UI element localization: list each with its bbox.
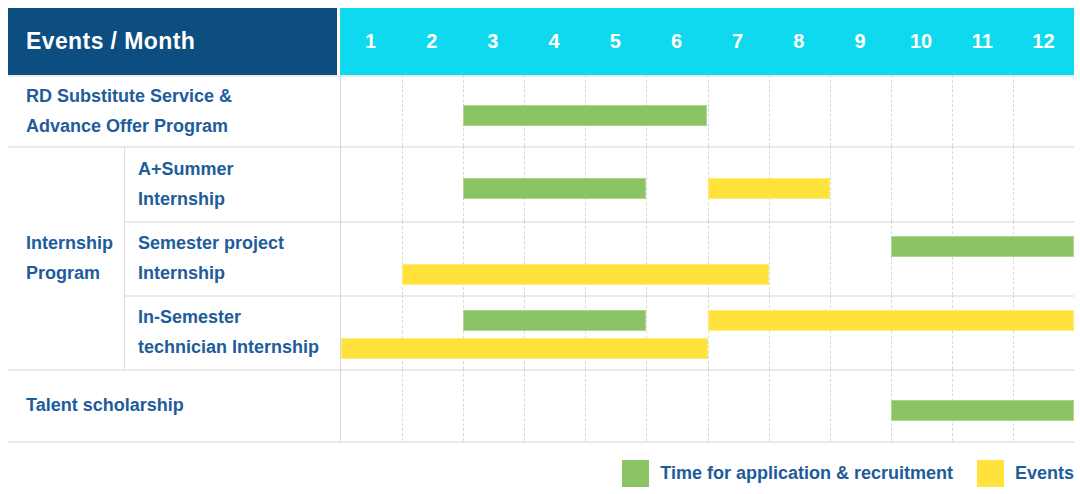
row-label-line: Semester project [138,228,332,258]
row-label-line: In-Semester [138,302,332,332]
month-gridline [708,75,709,146]
gantt-schedule-chart: Events / Month 123456789101112 RD Substi… [0,0,1080,494]
month-grid [340,221,1074,295]
month-header-cell: 5 [585,8,646,75]
month-gridline [952,221,953,295]
row-label-line: A+Summer [138,154,332,184]
month-header-cell: 9 [829,8,890,75]
month-gridline [708,369,709,441]
month-gridline [769,369,770,441]
recruitment-period-bar [463,310,646,331]
month-gridline [830,369,831,441]
month-header-cell: 2 [401,8,462,75]
legend-label: Events [1015,463,1074,484]
month-gridline [769,295,770,369]
legend-label: Time for application & recruitment [660,463,953,484]
month-gridline [830,295,831,369]
month-grid [340,295,1074,369]
group-label: InternshipProgram [8,146,125,369]
row-label-line: Advance Offer Program [26,111,332,141]
month-gridline [463,369,464,441]
month-gridline [830,146,831,221]
month-header-cell: 1 [340,8,401,75]
month-gridline [952,295,953,369]
month-grid [340,369,1074,441]
month-gridline [952,146,953,221]
group-label-line: Program [26,258,124,288]
month-gridline [646,369,647,441]
row-label-line: Internship [138,258,332,288]
month-gridline [830,75,831,146]
legend-swatch-green [622,460,649,487]
legend-item: Events [977,460,1074,487]
month-gridline [1013,221,1014,295]
table-header-row: Events / Month 123456789101112 [8,8,1074,75]
month-gridline [891,221,892,295]
month-gridline [402,75,403,146]
month-gridline [646,146,647,221]
month-gridline [402,146,403,221]
month-gridline [891,295,892,369]
month-gridline [891,75,892,146]
schedule-row: A+SummerInternship [8,146,1074,221]
month-header-cell: 12 [1013,8,1074,75]
month-header-cell: 8 [768,8,829,75]
month-gridline [1013,295,1014,369]
month-header-cell: 10 [891,8,952,75]
row-label-line: Internship [138,184,332,214]
schedule-row: RD Substitute Service &Advance Offer Pro… [8,75,1074,146]
schedule-table: Events / Month 123456789101112 RD Substi… [8,8,1074,443]
table-body: RD Substitute Service &Advance Offer Pro… [8,75,1074,443]
recruitment-period-bar [463,105,707,126]
row-label: RD Substitute Service &Advance Offer Pro… [8,75,340,146]
month-header-cell: 11 [952,8,1013,75]
month-header-cell: 4 [524,8,585,75]
legend: Time for application & recruitment Events [598,460,1074,487]
legend-swatch-yellow [977,460,1004,487]
schedule-row: In-Semestertechnician Internship [8,295,1074,369]
month-header: 123456789101112 [340,8,1074,75]
event-period-bar [341,338,708,359]
schedule-row: Semester projectInternship [8,221,1074,295]
month-gridline [952,75,953,146]
row-label: Semester projectInternship [125,221,340,295]
month-gridline [769,221,770,295]
event-period-bar [708,178,830,199]
month-gridline [769,75,770,146]
row-label-line: RD Substitute Service & [26,81,332,111]
month-gridline [585,369,586,441]
recruitment-period-bar [891,236,1074,257]
event-period-bar [402,264,769,285]
month-gridline [524,369,525,441]
header-corner-label: Events / Month [8,8,337,75]
row-label-line: technician Internship [138,332,332,362]
month-gridline [1013,75,1014,146]
month-gridline [708,295,709,369]
recruitment-period-bar [891,400,1074,421]
month-header-cell: 6 [646,8,707,75]
month-header-cell: 3 [462,8,523,75]
month-grid [340,146,1074,221]
row-label: A+SummerInternship [125,146,340,221]
recruitment-period-bar [463,178,646,199]
event-period-bar [708,310,1075,331]
month-grid [340,75,1074,146]
month-gridline [830,221,831,295]
row-label-line: Talent scholarship [26,390,332,420]
month-gridline [1013,146,1014,221]
schedule-row: Talent scholarship [8,369,1074,441]
month-gridline [402,369,403,441]
row-label: Talent scholarship [8,369,340,441]
month-gridline [891,146,892,221]
month-header-cell: 7 [707,8,768,75]
row-label: In-Semestertechnician Internship [125,295,340,369]
legend-item: Time for application & recruitment [622,460,953,487]
group-label-line: Internship [26,228,124,258]
